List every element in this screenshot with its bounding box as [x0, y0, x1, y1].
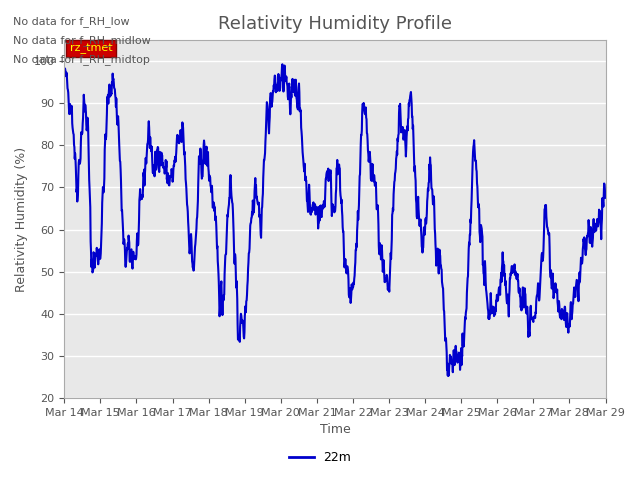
X-axis label: Time: Time [319, 423, 350, 436]
Text: No data for f_RH_midlow: No data for f_RH_midlow [13, 35, 150, 46]
Text: No data for f_RH_low: No data for f_RH_low [13, 16, 129, 27]
Text: rz_tmet: rz_tmet [70, 43, 112, 54]
Y-axis label: Relativity Humidity (%): Relativity Humidity (%) [15, 146, 28, 291]
Text: No data for f_RH_midtop: No data for f_RH_midtop [13, 54, 150, 65]
Title: Relativity Humidity Profile: Relativity Humidity Profile [218, 15, 452, 33]
Legend: 22m: 22m [284, 446, 356, 469]
